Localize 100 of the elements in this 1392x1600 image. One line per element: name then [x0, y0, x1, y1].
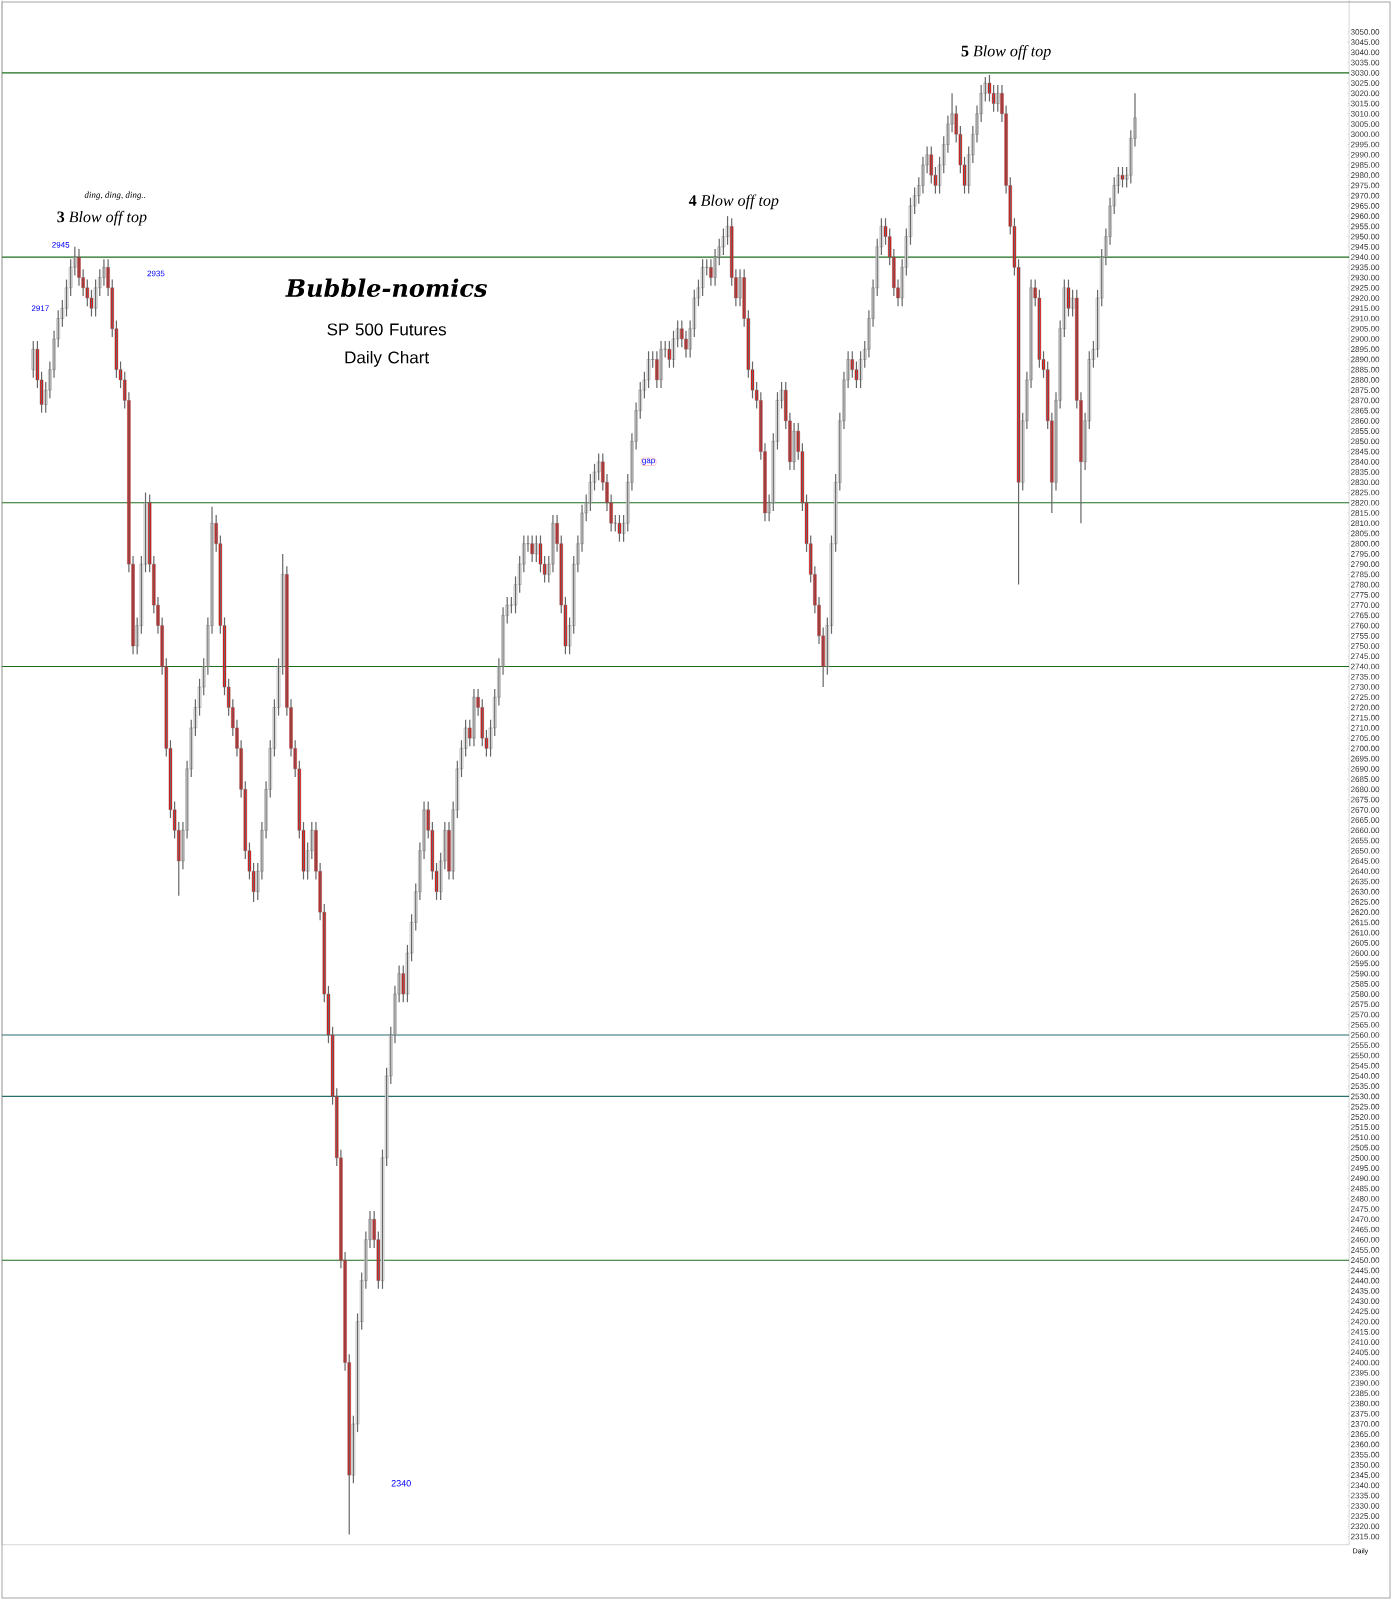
- y-tick-label: 2560.00: [1351, 1032, 1380, 1038]
- y-tick-label: 2975.00: [1351, 182, 1380, 189]
- y-tick-label: 2630.00: [1351, 888, 1380, 895]
- y-tick-label: 2440.00: [1351, 1277, 1380, 1284]
- y-tick-label: 2955.00: [1351, 223, 1380, 230]
- y-tick-label: 2575.00: [1351, 1001, 1380, 1008]
- y-tick-label: 2685.00: [1351, 776, 1380, 782]
- y-tick-label: 2640.00: [1351, 868, 1380, 875]
- y-tick-label: 2720.00: [1351, 704, 1380, 711]
- y-tick-label: 2765.00: [1351, 612, 1380, 619]
- y-tick-label: 2470.00: [1351, 1216, 1380, 1223]
- annotation: 2935: [147, 270, 165, 277]
- y-tick-label: 2900.00: [1351, 336, 1380, 342]
- y-tick-label: 2550.00: [1351, 1052, 1380, 1059]
- y-tick-label: 2605.00: [1351, 940, 1380, 946]
- y-tick-label: 2355.00: [1351, 1451, 1380, 1458]
- y-tick-label: 2510.00: [1351, 1134, 1380, 1141]
- y-tick-label: 2750.00: [1351, 643, 1380, 649]
- y-tick-label: 2690.00: [1351, 766, 1380, 772]
- annotation: 3 Blow off top: [57, 210, 147, 226]
- annotation: 4 Blow off top: [688, 194, 779, 210]
- y-tick-label: 2655.00: [1351, 837, 1380, 844]
- y-tick-label: 2350.00: [1351, 1462, 1380, 1468]
- y-tick-label: 2460.00: [1351, 1236, 1380, 1243]
- y-tick-label: 2425.00: [1351, 1308, 1380, 1315]
- y-tick-label: 2490.00: [1351, 1175, 1380, 1182]
- y-tick-label: 2670.00: [1351, 806, 1380, 813]
- y-tick-label: 2450.00: [1351, 1257, 1380, 1264]
- y-tick-label: 2365.00: [1351, 1431, 1380, 1438]
- y-tick-label: 2525.00: [1351, 1103, 1380, 1110]
- text: SP 500 Futures Daily Chart: [327, 323, 447, 367]
- annotation: 2340: [391, 1480, 411, 1487]
- y-tick-label: 2400.00: [1351, 1359, 1380, 1366]
- y-tick-label: 2805.00: [1351, 530, 1380, 537]
- y-tick-label: 2885.00: [1351, 366, 1380, 373]
- y-tick-label: 2540.00: [1351, 1073, 1380, 1079]
- annotation: gap: [642, 458, 655, 465]
- y-tick-label: 2770.00: [1351, 602, 1380, 608]
- y-tick-label: 3050.00: [1350, 29, 1380, 35]
- y-tick-label: 2880.00: [1351, 377, 1380, 383]
- y-tick-label: 2910.00: [1351, 315, 1380, 322]
- y-tick-label: 2585.00: [1351, 980, 1380, 987]
- y-tick-label: 2860.00: [1351, 418, 1380, 424]
- y-tick-label: 2555.00: [1351, 1042, 1380, 1049]
- y-tick-label: 2845.00: [1351, 448, 1380, 455]
- y-tick-label: 2590.00: [1351, 970, 1380, 977]
- y-tick-label: 2495.00: [1351, 1165, 1380, 1171]
- y-tick-label: 2410.00: [1351, 1339, 1380, 1345]
- y-tick-label: 2715.00: [1351, 714, 1380, 721]
- y-tick-label: 2815.00: [1351, 510, 1380, 516]
- y-tick-label: 2710.00: [1351, 725, 1380, 731]
- y-tick-label: 2930.00: [1351, 274, 1380, 281]
- y-tick-label: 2415.00: [1351, 1329, 1380, 1335]
- y-tick-label: 2940.00: [1351, 254, 1380, 260]
- y-tick-label: 2380.00: [1351, 1400, 1380, 1407]
- annotation: ding, ding, ding..: [84, 191, 146, 200]
- y-tick-label: 2665.00: [1351, 817, 1380, 823]
- y-tick-label: 2960.00: [1351, 213, 1380, 219]
- candlestick: [534, 534, 539, 563]
- y-tick-label: 2755.00: [1351, 632, 1380, 639]
- y-tick-label: 2335.00: [1351, 1492, 1380, 1499]
- y-tick-label: 2515.00: [1351, 1124, 1380, 1130]
- y-tick-label: 2840.00: [1351, 458, 1380, 465]
- y-tick-label: 2855.00: [1351, 428, 1380, 434]
- y-tick-label: 2430.00: [1351, 1298, 1380, 1304]
- y-tick-label: 3030.00: [1350, 70, 1380, 76]
- y-tick-label: 2945.00: [1351, 244, 1380, 250]
- y-tick-label: 2935.00: [1351, 264, 1380, 271]
- y-tick-label: 2620.00: [1351, 909, 1380, 915]
- y-tick-label: 2500.00: [1351, 1154, 1380, 1161]
- y-tick-label: 2895.00: [1351, 346, 1380, 353]
- y-tick-label: 2730.00: [1351, 684, 1380, 690]
- y-tick-label: 2580.00: [1351, 991, 1380, 997]
- y-tick-label: 2420.00: [1351, 1318, 1380, 1325]
- y-tick-label: 2970.00: [1351, 192, 1380, 199]
- y-tick-label: 2340.00: [1351, 1482, 1380, 1489]
- y-tick-label: 3000.00: [1350, 131, 1380, 138]
- y-tick-label: 3025.00: [1350, 80, 1380, 86]
- y-tick-label: 2320.00: [1351, 1523, 1380, 1530]
- y-tick-label: 2735.00: [1351, 673, 1380, 680]
- y-tick-label: 2395.00: [1351, 1369, 1380, 1376]
- y-tick-label: 2325.00: [1351, 1513, 1380, 1519]
- y-tick-label: 2615.00: [1351, 919, 1380, 926]
- y-tick-label: 2645.00: [1351, 858, 1380, 864]
- y-tick-label: 2915.00: [1351, 305, 1380, 312]
- y-tick-label: 2830.00: [1351, 479, 1380, 486]
- y-tick-label: 2785.00: [1351, 571, 1380, 578]
- annotation: 2945: [52, 241, 70, 248]
- y-tick-label: 2475.00: [1351, 1206, 1380, 1212]
- y-tick-label: 2790.00: [1351, 561, 1380, 567]
- candlestick: [667, 340, 672, 369]
- y-tick-label: 2905.00: [1351, 325, 1380, 332]
- y-tick-label: 2795.00: [1351, 551, 1380, 557]
- y-tick-label: 2865.00: [1351, 407, 1380, 414]
- candlestick: [617, 514, 622, 543]
- y-tick-label: 2565.00: [1351, 1021, 1380, 1028]
- y-tick-label: 2780.00: [1351, 581, 1380, 588]
- y-tick-label: 2760.00: [1351, 622, 1380, 629]
- y-tick-label: 3040.00: [1350, 49, 1380, 56]
- y-tick-label: 2445.00: [1351, 1267, 1380, 1274]
